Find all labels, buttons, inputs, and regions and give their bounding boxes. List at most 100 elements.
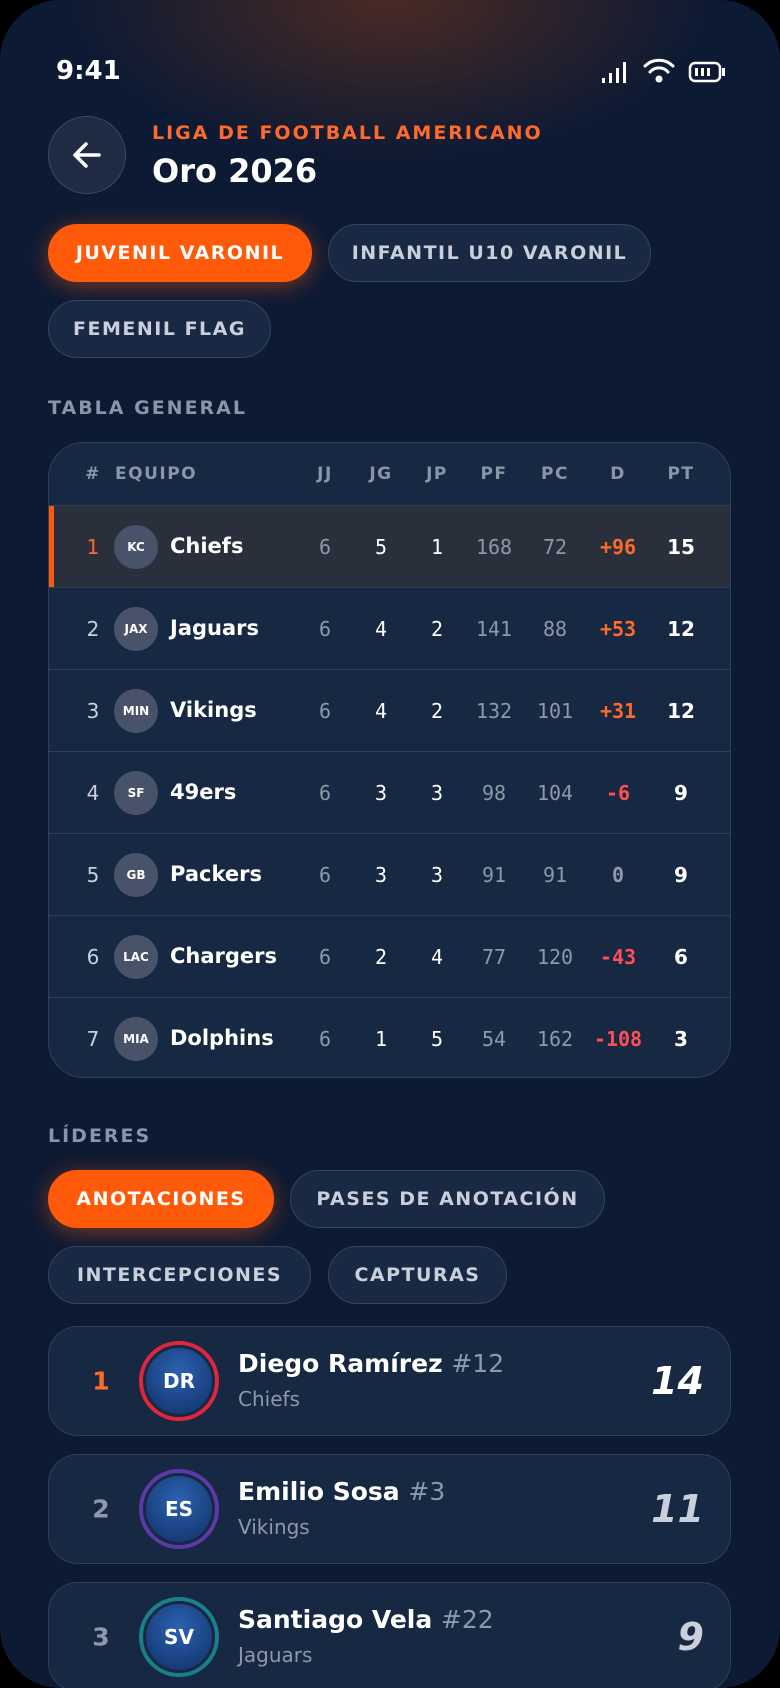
leader-tab[interactable]: CAPTURAS [328, 1246, 507, 1304]
team-logo: MIN [114, 689, 158, 733]
stat: 2 [374, 945, 388, 969]
stat: 5 [374, 535, 388, 559]
point-diff: 0 [611, 863, 625, 887]
stat: 3 [374, 863, 388, 887]
leader-value: 11 [651, 1487, 704, 1531]
section-title: LÍDERES [48, 1125, 152, 1147]
table-row[interactable]: 7 MIA Dolphins 6 1 5 54 162 -108 3 [49, 997, 730, 1077]
column-header: PC [541, 464, 569, 484]
point-diff: +53 [599, 617, 637, 641]
column-header: JG [369, 464, 393, 484]
status-icons [602, 58, 725, 83]
table-row[interactable]: 2 JAX Jaguars 6 4 2 141 88 +53 12 [49, 587, 730, 669]
stat: 4 [374, 617, 388, 641]
stat: 72 [542, 535, 568, 559]
leader-tab[interactable]: INTERCEPCIONES [48, 1246, 311, 1304]
back-button[interactable] [48, 116, 126, 194]
stat: 6 [318, 699, 332, 723]
division-tab[interactable]: INFANTIL U10 VARONIL [328, 224, 651, 282]
rank: 2 [86, 617, 100, 641]
stat: 6 [318, 617, 332, 641]
leader-rank: 1 [92, 1366, 110, 1396]
stat: 2 [430, 699, 444, 723]
stat: 6 [318, 863, 332, 887]
stat: 5 [430, 1027, 444, 1051]
player-name-line: Emilio Sosa #3 [238, 1477, 445, 1506]
standings-table: # EQUIPO JJ JG JP PF PC D PT 1 KC Chiefs 6 5 1 168 72 +96… [48, 442, 731, 1078]
points: 12 [667, 617, 695, 641]
leader-tab[interactable]: PASES DE ANOTACIÓN [290, 1170, 605, 1228]
stat: 98 [481, 781, 507, 805]
player-team: Chiefs [238, 1387, 300, 1411]
team-name: Chiefs [170, 533, 244, 558]
team-name: Dolphins [170, 1025, 274, 1050]
section-title: TABLA GENERAL [48, 397, 247, 419]
table-row[interactable]: 5 GB Packers 6 3 3 91 91 0 9 [49, 833, 730, 915]
point-diff: +31 [599, 699, 637, 723]
player-number: #3 [408, 1477, 446, 1506]
stat: 3 [430, 863, 444, 887]
rank: 6 [86, 945, 100, 969]
stat: 141 [475, 617, 513, 641]
player-name-line: Santiago Vela #22 [238, 1605, 494, 1634]
leader-card[interactable]: 2 ES Emilio Sosa #3 Vikings 11 [48, 1454, 731, 1564]
rank: 1 [86, 535, 100, 559]
team-logo: JAX [114, 607, 158, 651]
table-row[interactable]: 4 SF 49ers 6 3 3 98 104 -6 9 [49, 751, 730, 833]
stat: 120 [536, 945, 574, 969]
leader-card[interactable]: 3 SV Santiago Vela #22 Jaguars 9 [48, 1582, 731, 1688]
division-tab[interactable]: FEMENIL FLAG [48, 300, 271, 358]
column-header: # [85, 464, 101, 484]
back-arrow [73, 142, 101, 168]
leader-rank: 3 [92, 1622, 110, 1652]
point-diff: +96 [599, 535, 637, 559]
points: 15 [667, 535, 695, 559]
leader-card[interactable]: 1 DR Diego Ramírez #12 Chiefs 14 [48, 1326, 731, 1436]
player-team: Jaguars [238, 1643, 313, 1667]
points: 12 [667, 699, 695, 723]
team-name: Vikings [170, 697, 257, 722]
points: 9 [674, 781, 688, 805]
team-logo: LAC [114, 935, 158, 979]
rank: 7 [86, 1027, 100, 1051]
point-diff: -43 [599, 945, 637, 969]
player-number: #12 [451, 1349, 505, 1378]
stat: 6 [318, 945, 332, 969]
player-avatar: DR [139, 1341, 219, 1421]
stat: 101 [536, 699, 574, 723]
table-row[interactable]: 3 MIN Vikings 6 4 2 132 101 +31 12 [49, 669, 730, 751]
stat: 54 [481, 1027, 507, 1051]
stat: 91 [481, 863, 507, 887]
team-name: 49ers [170, 779, 237, 804]
point-diff: -6 [605, 781, 631, 805]
column-header: PF [480, 464, 508, 484]
page-title: Oro 2026 [152, 152, 318, 190]
rank: 4 [86, 781, 100, 805]
player-name: Diego Ramírez [238, 1349, 443, 1378]
highlight-bar [49, 506, 54, 587]
stat: 162 [536, 1027, 574, 1051]
stat: 168 [475, 535, 513, 559]
stat: 6 [318, 781, 332, 805]
leader-tab[interactable]: ANOTACIONES [48, 1170, 274, 1228]
player-name-line: Diego Ramírez #12 [238, 1349, 504, 1378]
stat: 1 [374, 1027, 388, 1051]
team-logo: GB [114, 853, 158, 897]
stat: 3 [374, 781, 388, 805]
division-tab[interactable]: JUVENIL VARONIL [48, 224, 312, 282]
stat: 104 [536, 781, 574, 805]
rank: 3 [86, 699, 100, 723]
stat: 6 [318, 1027, 332, 1051]
rank: 5 [86, 863, 100, 887]
table-row[interactable]: 6 LAC Chargers 6 2 4 77 120 -43 6 [49, 915, 730, 997]
table-row[interactable]: 1 KC Chiefs 6 5 1 168 72 +96 15 [49, 505, 730, 587]
column-header: EQUIPO [115, 464, 198, 484]
team-name: Packers [170, 861, 262, 886]
stat: 132 [475, 699, 513, 723]
column-header: JP [426, 464, 448, 484]
team-name: Chargers [170, 943, 278, 968]
stat: 4 [430, 945, 444, 969]
team-logo: SF [114, 771, 158, 815]
stat: 77 [481, 945, 507, 969]
